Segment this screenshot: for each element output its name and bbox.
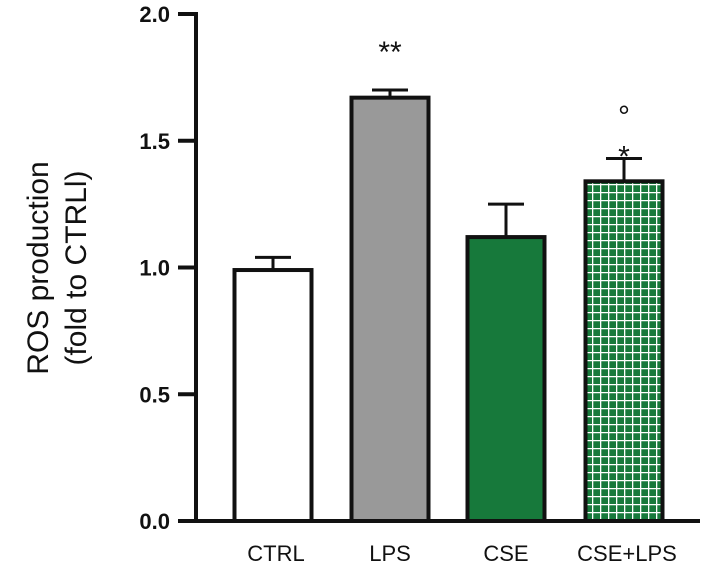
y-tick-label: 1.5: [139, 129, 170, 154]
bars: [232, 95, 665, 524]
x-tick-label: CSE+LPS: [577, 541, 677, 564]
x-tick-label: CTRL: [247, 541, 304, 564]
x-axis-labels: CTRL LPS CSE CSE+LPS: [247, 541, 677, 564]
y-axis-label-line: (fold to CTRLl): [60, 170, 93, 365]
x-tick-label: CSE: [483, 541, 528, 564]
y-tick-label: 2.0: [139, 2, 170, 27]
y-tick-label: 0.0: [139, 509, 170, 534]
significance-mark: °: [618, 100, 630, 133]
error-bars: [255, 88, 642, 271]
bar-lps: [349, 95, 431, 523]
significance-mark: *: [618, 140, 630, 173]
y-tick-label: 0.5: [139, 382, 170, 407]
x-tick-label: LPS: [369, 541, 411, 564]
bar-cse-lps: [583, 179, 665, 523]
y-axis-ticks: 0.0 0.5 1.0 1.5 2.0: [139, 2, 196, 534]
bar-ctrl: [232, 268, 314, 523]
significance-mark: **: [378, 36, 402, 69]
significance-marks: ** ° *: [378, 36, 630, 173]
y-tick-label: 1.0: [139, 256, 170, 281]
y-axis-label-line: ROS production: [22, 161, 55, 374]
y-axis-label: ROS production (fold to CTRLl): [22, 161, 93, 374]
bar-cse: [465, 235, 547, 524]
